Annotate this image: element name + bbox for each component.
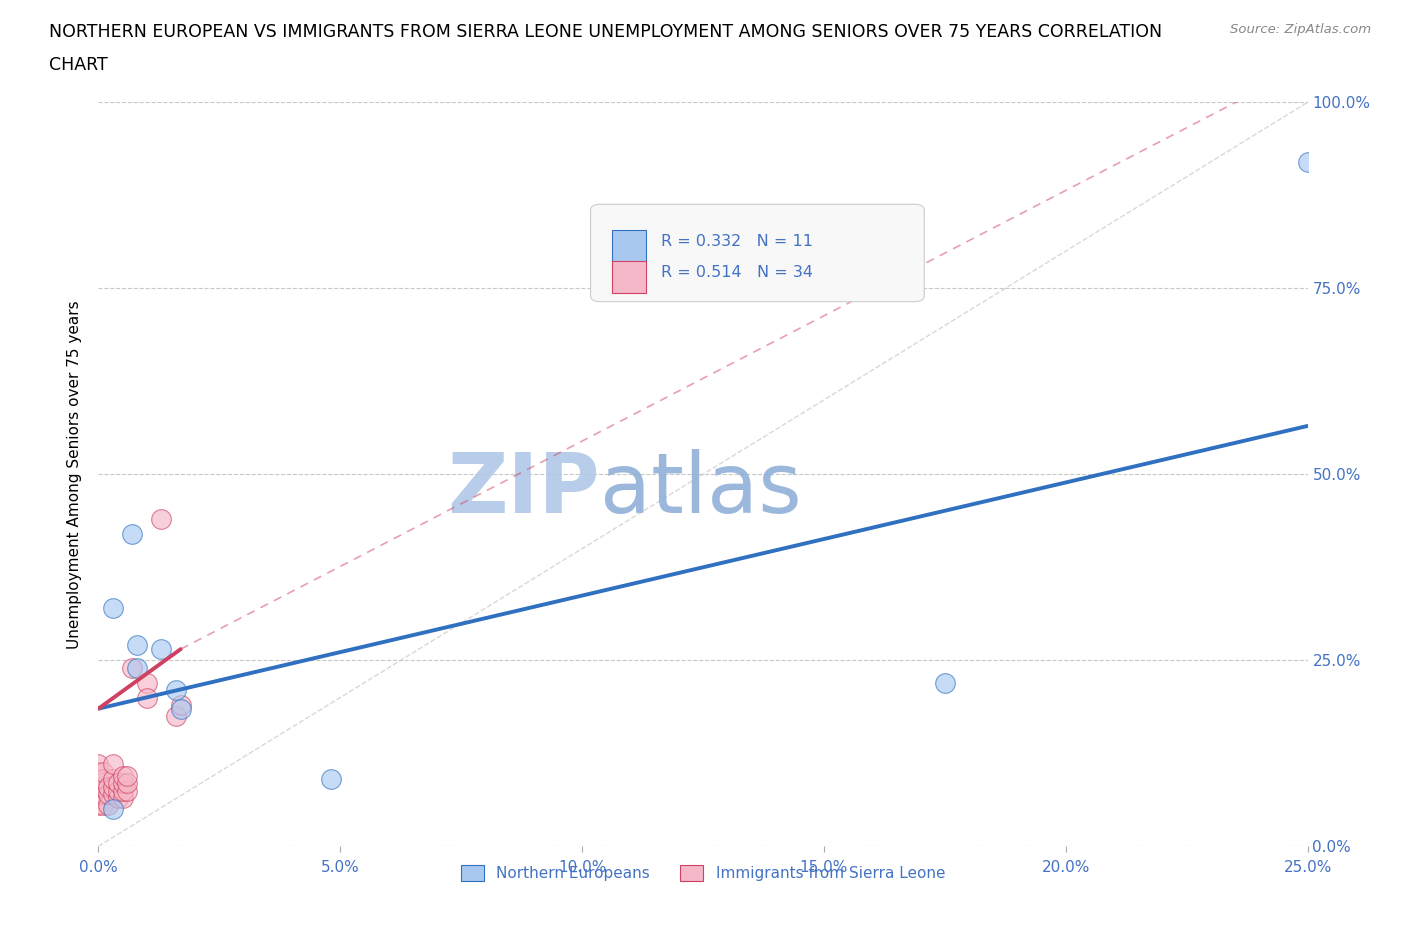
Point [91, 798, 114, 813]
Point [150, 642, 173, 657]
Point [1296, 154, 1319, 169]
Point [319, 772, 342, 787]
Point [101, 779, 124, 794]
Point [117, 768, 139, 783]
Point [101, 757, 124, 772]
Point [107, 776, 129, 790]
Point [91, 772, 114, 787]
Point [87, 787, 110, 802]
Point [91, 779, 114, 794]
Point [121, 660, 143, 675]
Point [107, 790, 129, 805]
Point [87, 764, 110, 779]
Point [169, 701, 191, 716]
Point [111, 783, 134, 798]
Point [101, 802, 124, 817]
Point [117, 783, 139, 798]
Point [101, 772, 124, 787]
Point [97, 779, 120, 794]
Point [165, 683, 187, 698]
Point [111, 776, 134, 790]
Point [87, 779, 110, 794]
Text: atlas: atlas [600, 448, 801, 530]
FancyBboxPatch shape [613, 261, 647, 293]
FancyBboxPatch shape [591, 205, 924, 301]
Point [169, 698, 191, 712]
Point [111, 768, 134, 783]
Text: ZIP: ZIP [447, 448, 600, 530]
Point [127, 660, 149, 675]
Point [165, 709, 187, 724]
Text: R = 0.514   N = 34: R = 0.514 N = 34 [661, 265, 813, 280]
Point [101, 787, 124, 802]
Point [121, 526, 143, 541]
Legend: Northern Europeans, Immigrants from Sierra Leone: Northern Europeans, Immigrants from Sier… [456, 858, 950, 887]
FancyBboxPatch shape [613, 231, 647, 261]
Point [87, 772, 110, 787]
Point [127, 638, 149, 653]
Point [135, 690, 157, 705]
Point [934, 675, 956, 690]
Text: Source: ZipAtlas.com: Source: ZipAtlas.com [1230, 23, 1371, 36]
Point [91, 764, 114, 779]
Point [91, 787, 114, 802]
Point [135, 675, 157, 690]
Point [117, 776, 139, 790]
Point [111, 790, 134, 805]
Point [150, 512, 173, 526]
Point [97, 798, 120, 813]
Point [87, 798, 110, 813]
Point [97, 787, 120, 802]
Point [101, 601, 124, 616]
Y-axis label: Unemployment Among Seniors over 75 years: Unemployment Among Seniors over 75 years [67, 300, 83, 648]
Text: R = 0.332   N = 11: R = 0.332 N = 11 [661, 234, 813, 249]
Point [87, 757, 110, 772]
Text: CHART: CHART [49, 56, 108, 73]
Text: NORTHERN EUROPEAN VS IMMIGRANTS FROM SIERRA LEONE UNEMPLOYMENT AMONG SENIORS OVE: NORTHERN EUROPEAN VS IMMIGRANTS FROM SIE… [49, 23, 1163, 41]
Point [107, 783, 129, 798]
